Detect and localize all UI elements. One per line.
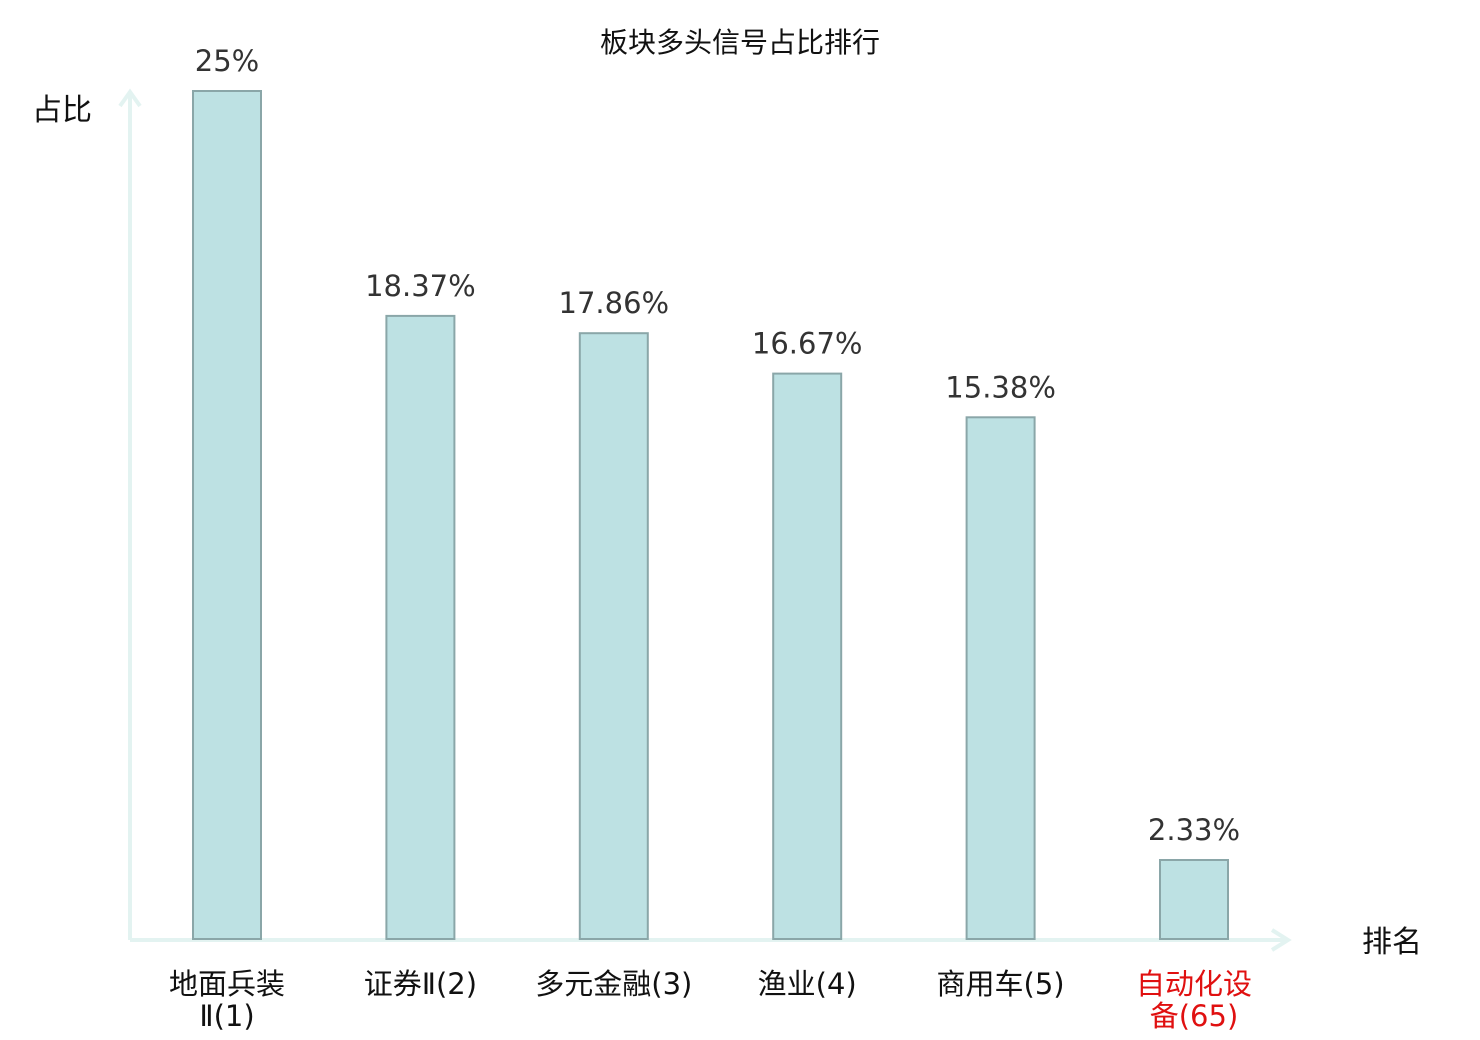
category-label-5: 商用车(5) — [937, 967, 1065, 1001]
category-label-1: 地面兵装 Ⅱ(1) — [169, 967, 285, 1033]
category-label-line: 渔业(4) — [758, 967, 857, 1001]
category-label-2: 证券Ⅱ(2) — [364, 967, 477, 1001]
bar-4 — [772, 372, 843, 941]
value-label-3: 17.86% — [559, 286, 670, 320]
category-label-line: 证券Ⅱ(2) — [364, 967, 477, 1001]
x-axis-arrow — [1270, 928, 1292, 952]
category-label-line: 自动化设 — [1136, 967, 1252, 1001]
bar-3 — [578, 332, 649, 940]
y-axis-label: 占比 — [32, 93, 92, 128]
value-label-6: 2.33% — [1148, 813, 1240, 847]
x-axis-label: 排名 — [1362, 925, 1422, 960]
bar-2 — [385, 314, 456, 940]
bar-1 — [192, 90, 262, 940]
category-label-6: 自动化设备(65) — [1136, 967, 1252, 1033]
value-labels-group: 25% 18.37% 17.86% 16.67% 15.38% 2.33% — [195, 44, 1240, 847]
value-label-1: 25% — [195, 44, 259, 78]
category-label-line: 备(65) — [1150, 999, 1239, 1033]
bars-group — [192, 90, 1229, 941]
category-label-line: 地面兵装 — [169, 967, 285, 1001]
axes — [118, 88, 1292, 952]
value-label-4: 16.67% — [752, 327, 863, 361]
category-labels-group: 地面兵装 Ⅱ(1) 证券Ⅱ(2) 多元金融(3) 渔业(4) 商用车(5) 自动化设备(65… — [169, 967, 1252, 1033]
category-label-4: 渔业(4) — [758, 967, 857, 1001]
bar-6 — [1159, 859, 1229, 940]
category-label-3: 多元金融(3) — [535, 967, 692, 1001]
value-label-5: 15.38% — [945, 370, 1056, 404]
category-label-line: 商用车(5) — [937, 967, 1065, 1001]
category-label-line: 多元金融(3) — [535, 967, 692, 1001]
bar-5 — [965, 416, 1036, 940]
chart-title: 板块多头信号占比排行 — [600, 26, 880, 59]
value-label-2: 18.37% — [365, 269, 476, 303]
y-axis-arrow — [118, 88, 142, 108]
category-label-line: Ⅱ(1) — [199, 999, 254, 1033]
